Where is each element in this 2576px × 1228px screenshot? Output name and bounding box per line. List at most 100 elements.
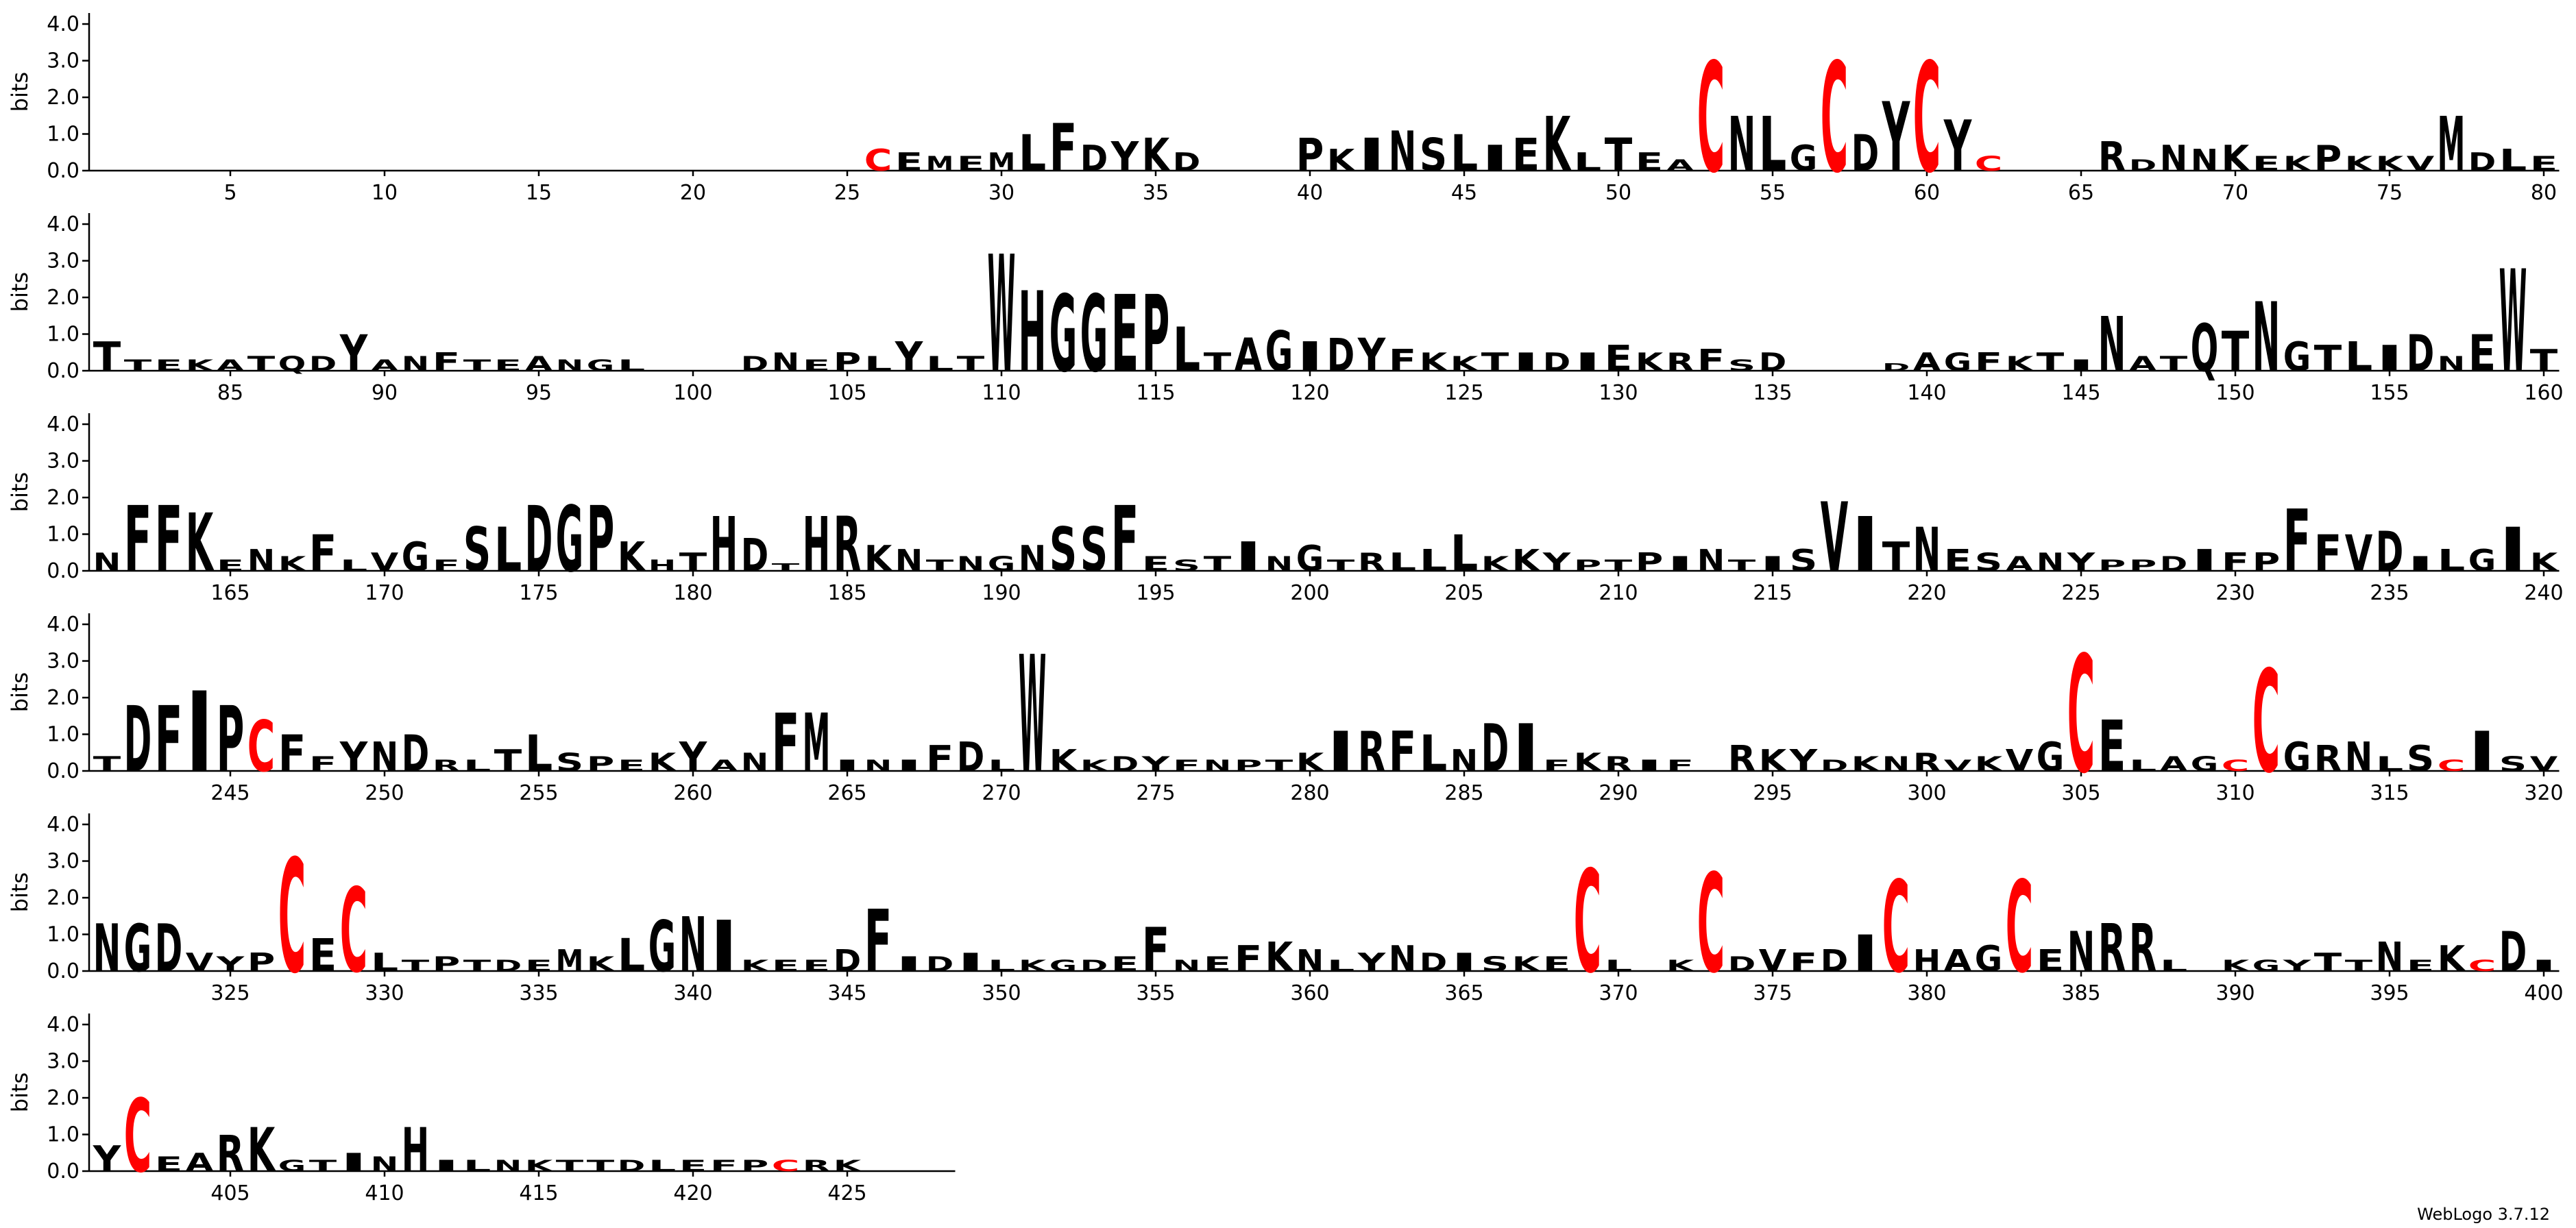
logo-letter: E (1142, 552, 1170, 576)
logo-letter: F (1389, 720, 1417, 785)
logo-letter: S (2407, 739, 2435, 780)
x-tick-label: 410 (365, 1181, 404, 1205)
logo-letter: P (587, 488, 615, 593)
logo-letter: I (2530, 958, 2558, 975)
logo-letter: E (494, 358, 522, 375)
logo-letter: F (2222, 548, 2250, 577)
x-tick-label: 240 (2524, 581, 2563, 605)
logo-letter: G (402, 534, 430, 580)
logo-letter: L (1450, 525, 1479, 583)
logo-letter: D (1543, 347, 1571, 377)
logo-letter: I (1235, 534, 1263, 580)
logo-letter: G (2191, 752, 2219, 776)
logo-letter: D (1821, 944, 1849, 979)
logo-letter: F (1173, 758, 1201, 775)
logo-letter: F (2283, 492, 2311, 591)
x-tick-label: 230 (2215, 581, 2255, 605)
logo-letter: Y (1110, 134, 1140, 180)
logo-letter: S (2499, 752, 2527, 776)
logo-letter: F (2314, 525, 2342, 583)
logo-letter: N (556, 358, 584, 375)
logo-letter: K (2376, 152, 2405, 175)
logo-letter: L (2129, 758, 2157, 775)
logo-letter: V (2407, 152, 2435, 175)
logo-letter: A (2006, 552, 2034, 576)
logo-letter: L (2160, 958, 2188, 975)
logo-letter: A (1666, 158, 1694, 175)
x-tick-label: 115 (1136, 381, 1175, 405)
logo-letter: V (1759, 944, 1787, 979)
y-tick-label: 3.0 (47, 249, 80, 273)
logo-letter: N (1728, 101, 1756, 188)
logo-letter: F (433, 347, 461, 377)
logo-letter: G (2037, 734, 2065, 781)
logo-letter: G (1080, 273, 1108, 396)
logo-letter: I (1851, 501, 1880, 589)
x-tick-label: 245 (210, 781, 250, 805)
logo-letter: E (217, 558, 245, 575)
x-tick-label: 75 (2377, 181, 2403, 205)
x-tick-label: 280 (1290, 781, 1329, 805)
logo-letter: R (2314, 739, 2342, 780)
y-tick-label: 4.0 (47, 813, 80, 837)
x-tick-label: 220 (1907, 581, 1946, 605)
x-tick-label: 360 (1290, 981, 1329, 1005)
y-tick-label: 1.0 (47, 123, 80, 147)
y-tick-label: 4.0 (47, 613, 80, 637)
logo-letter: C (1821, 31, 1849, 206)
logo-letter: D (309, 352, 337, 376)
y-tick-label: 1.0 (47, 923, 80, 947)
logo-letter: C (1574, 842, 1602, 1005)
logo-letter: S (1481, 953, 1509, 976)
logo-letter: L (1420, 725, 1448, 783)
logo-letter: S (1790, 543, 1818, 578)
logo-letter: I (2067, 358, 2095, 375)
logo-letter: F (864, 892, 892, 992)
x-tick-label: 310 (2215, 781, 2255, 805)
logo-letter: D (1851, 125, 1880, 183)
logo-letter: E (957, 152, 985, 175)
logo-letter: T (772, 562, 800, 574)
logo-letter: R (2098, 911, 2126, 987)
logo-letter: C (1697, 845, 1725, 1003)
logo-letter: I (340, 1148, 368, 1177)
logo-letter: M (2438, 101, 2466, 188)
y-tick-label: 0.0 (47, 1159, 80, 1183)
logo-letter: P (1142, 273, 1170, 396)
logo-letter: G (2283, 734, 2311, 781)
logo-letter: T (1882, 534, 1910, 580)
logo-letter: N (957, 552, 985, 576)
x-tick-label: 20 (680, 181, 706, 205)
logo-letter: C (124, 1078, 152, 1195)
logo-letter: E (618, 758, 646, 775)
logo-letter: E (2037, 944, 2065, 979)
logo-letter: D (957, 734, 985, 781)
logo-letter: T (1204, 347, 1232, 377)
logo-letter: L (618, 929, 646, 982)
x-tick-label: 385 (2061, 981, 2100, 1005)
x-tick-label: 330 (365, 981, 404, 1005)
logo-letter: P (1296, 129, 1324, 182)
x-tick-label: 215 (1753, 581, 1792, 605)
logo-letter: E (1543, 953, 1571, 976)
logo-letter: S (1975, 548, 2003, 577)
logo-letter: G (2283, 334, 2311, 380)
logo-letter: N (2098, 301, 2126, 389)
credit: WebLogo 3.7.12 (2417, 1205, 2550, 1224)
logo-letter: Y (339, 325, 368, 383)
logo-letter: K (1543, 101, 1572, 188)
logo-letter: D (926, 953, 954, 976)
logo-letter: S (1080, 515, 1108, 585)
x-tick-label: 40 (1297, 181, 1323, 205)
logo-letter: I (1666, 552, 1694, 576)
logo-letter: Y (1357, 948, 1386, 977)
logo-letter: N (402, 352, 430, 376)
logo-letter: A (1913, 347, 1941, 377)
logo-letter: F (710, 1158, 738, 1175)
y-tick-label: 4.0 (47, 212, 80, 236)
logo-letter: I (1636, 758, 1664, 775)
logo-letter: T (124, 358, 152, 375)
logo-letter: N (93, 911, 121, 987)
logo-letter: V (1944, 758, 1972, 775)
logo-letter: I (2407, 552, 2435, 576)
